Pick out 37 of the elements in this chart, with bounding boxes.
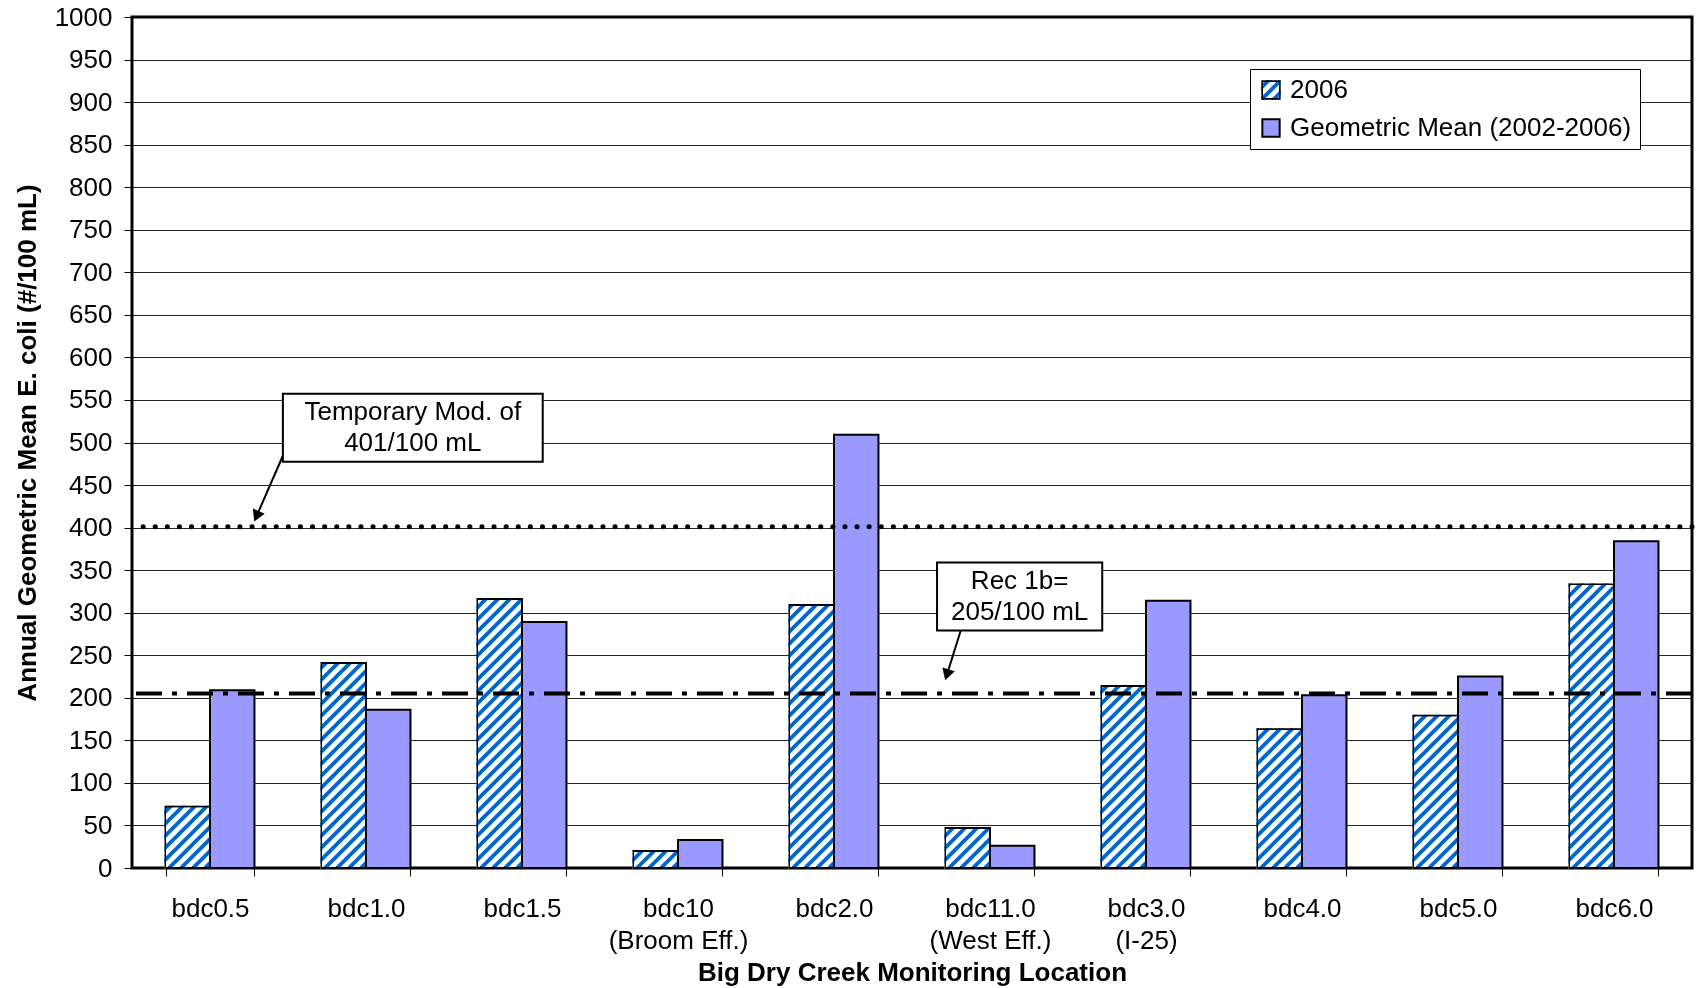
y-tick-label: 150 xyxy=(69,724,113,755)
y-tick-label: 350 xyxy=(69,554,113,585)
legend-label: Geometric Mean (2002-2006) xyxy=(1290,112,1632,142)
y-tick-label: 250 xyxy=(69,639,113,670)
y-tick-label: 700 xyxy=(69,256,113,287)
legend-label: 2006 xyxy=(1290,74,1348,104)
y-tick-label: 500 xyxy=(69,427,113,457)
y-tick-label: 200 xyxy=(69,682,113,713)
x-tick-label: bdc11.0 (West Eff.) xyxy=(929,892,1052,955)
y-tick-label: 800 xyxy=(69,171,113,202)
y-tick-label: 50 xyxy=(83,809,113,840)
x-axis-title: Big Dry Creek Monitoring Location xyxy=(697,956,1128,987)
y-tick-label: 0 xyxy=(98,852,113,883)
ref-line-label: Temporary Mod. of 401/100 mL xyxy=(304,395,522,457)
x-tick-label: bdc5.0 xyxy=(1419,892,1498,923)
x-tick-label: bdc6.0 xyxy=(1575,892,1654,923)
x-tick-label: bdc0.5 xyxy=(171,892,250,923)
y-tick-label: 900 xyxy=(69,86,113,117)
x-tick-label: bdc2.0 xyxy=(795,892,874,923)
y-tick-label: 850 xyxy=(69,129,113,160)
x-tick-label: bdc1.5 xyxy=(483,892,562,923)
y-tick-label: 100 xyxy=(69,767,113,798)
ref-line-label: Rec 1b= 205/100 mL xyxy=(950,564,1089,626)
y-tick-label: 650 xyxy=(69,299,113,330)
y-tick-label: 1000 xyxy=(54,1,113,32)
x-tick-label: bdc3.0 (I-25) xyxy=(1107,892,1186,955)
x-tick-label: bdc4.0 xyxy=(1263,892,1342,923)
y-tick-label: 450 xyxy=(69,469,113,500)
y-tick-label: 950 xyxy=(69,44,113,75)
y-tick-label: 600 xyxy=(69,341,113,372)
y-tick-label: 400 xyxy=(69,512,113,543)
y-axis-title: Annual Geometric Mean E. coli (#/100 mL) xyxy=(11,184,42,702)
y-tick-label: 550 xyxy=(69,384,113,415)
x-tick-label: bdc1.0 xyxy=(327,892,406,923)
x-tick-label: bdc10 (Broom Eff.) xyxy=(608,892,749,955)
y-tick-label: 750 xyxy=(69,214,113,245)
y-tick-label: 300 xyxy=(69,597,113,628)
